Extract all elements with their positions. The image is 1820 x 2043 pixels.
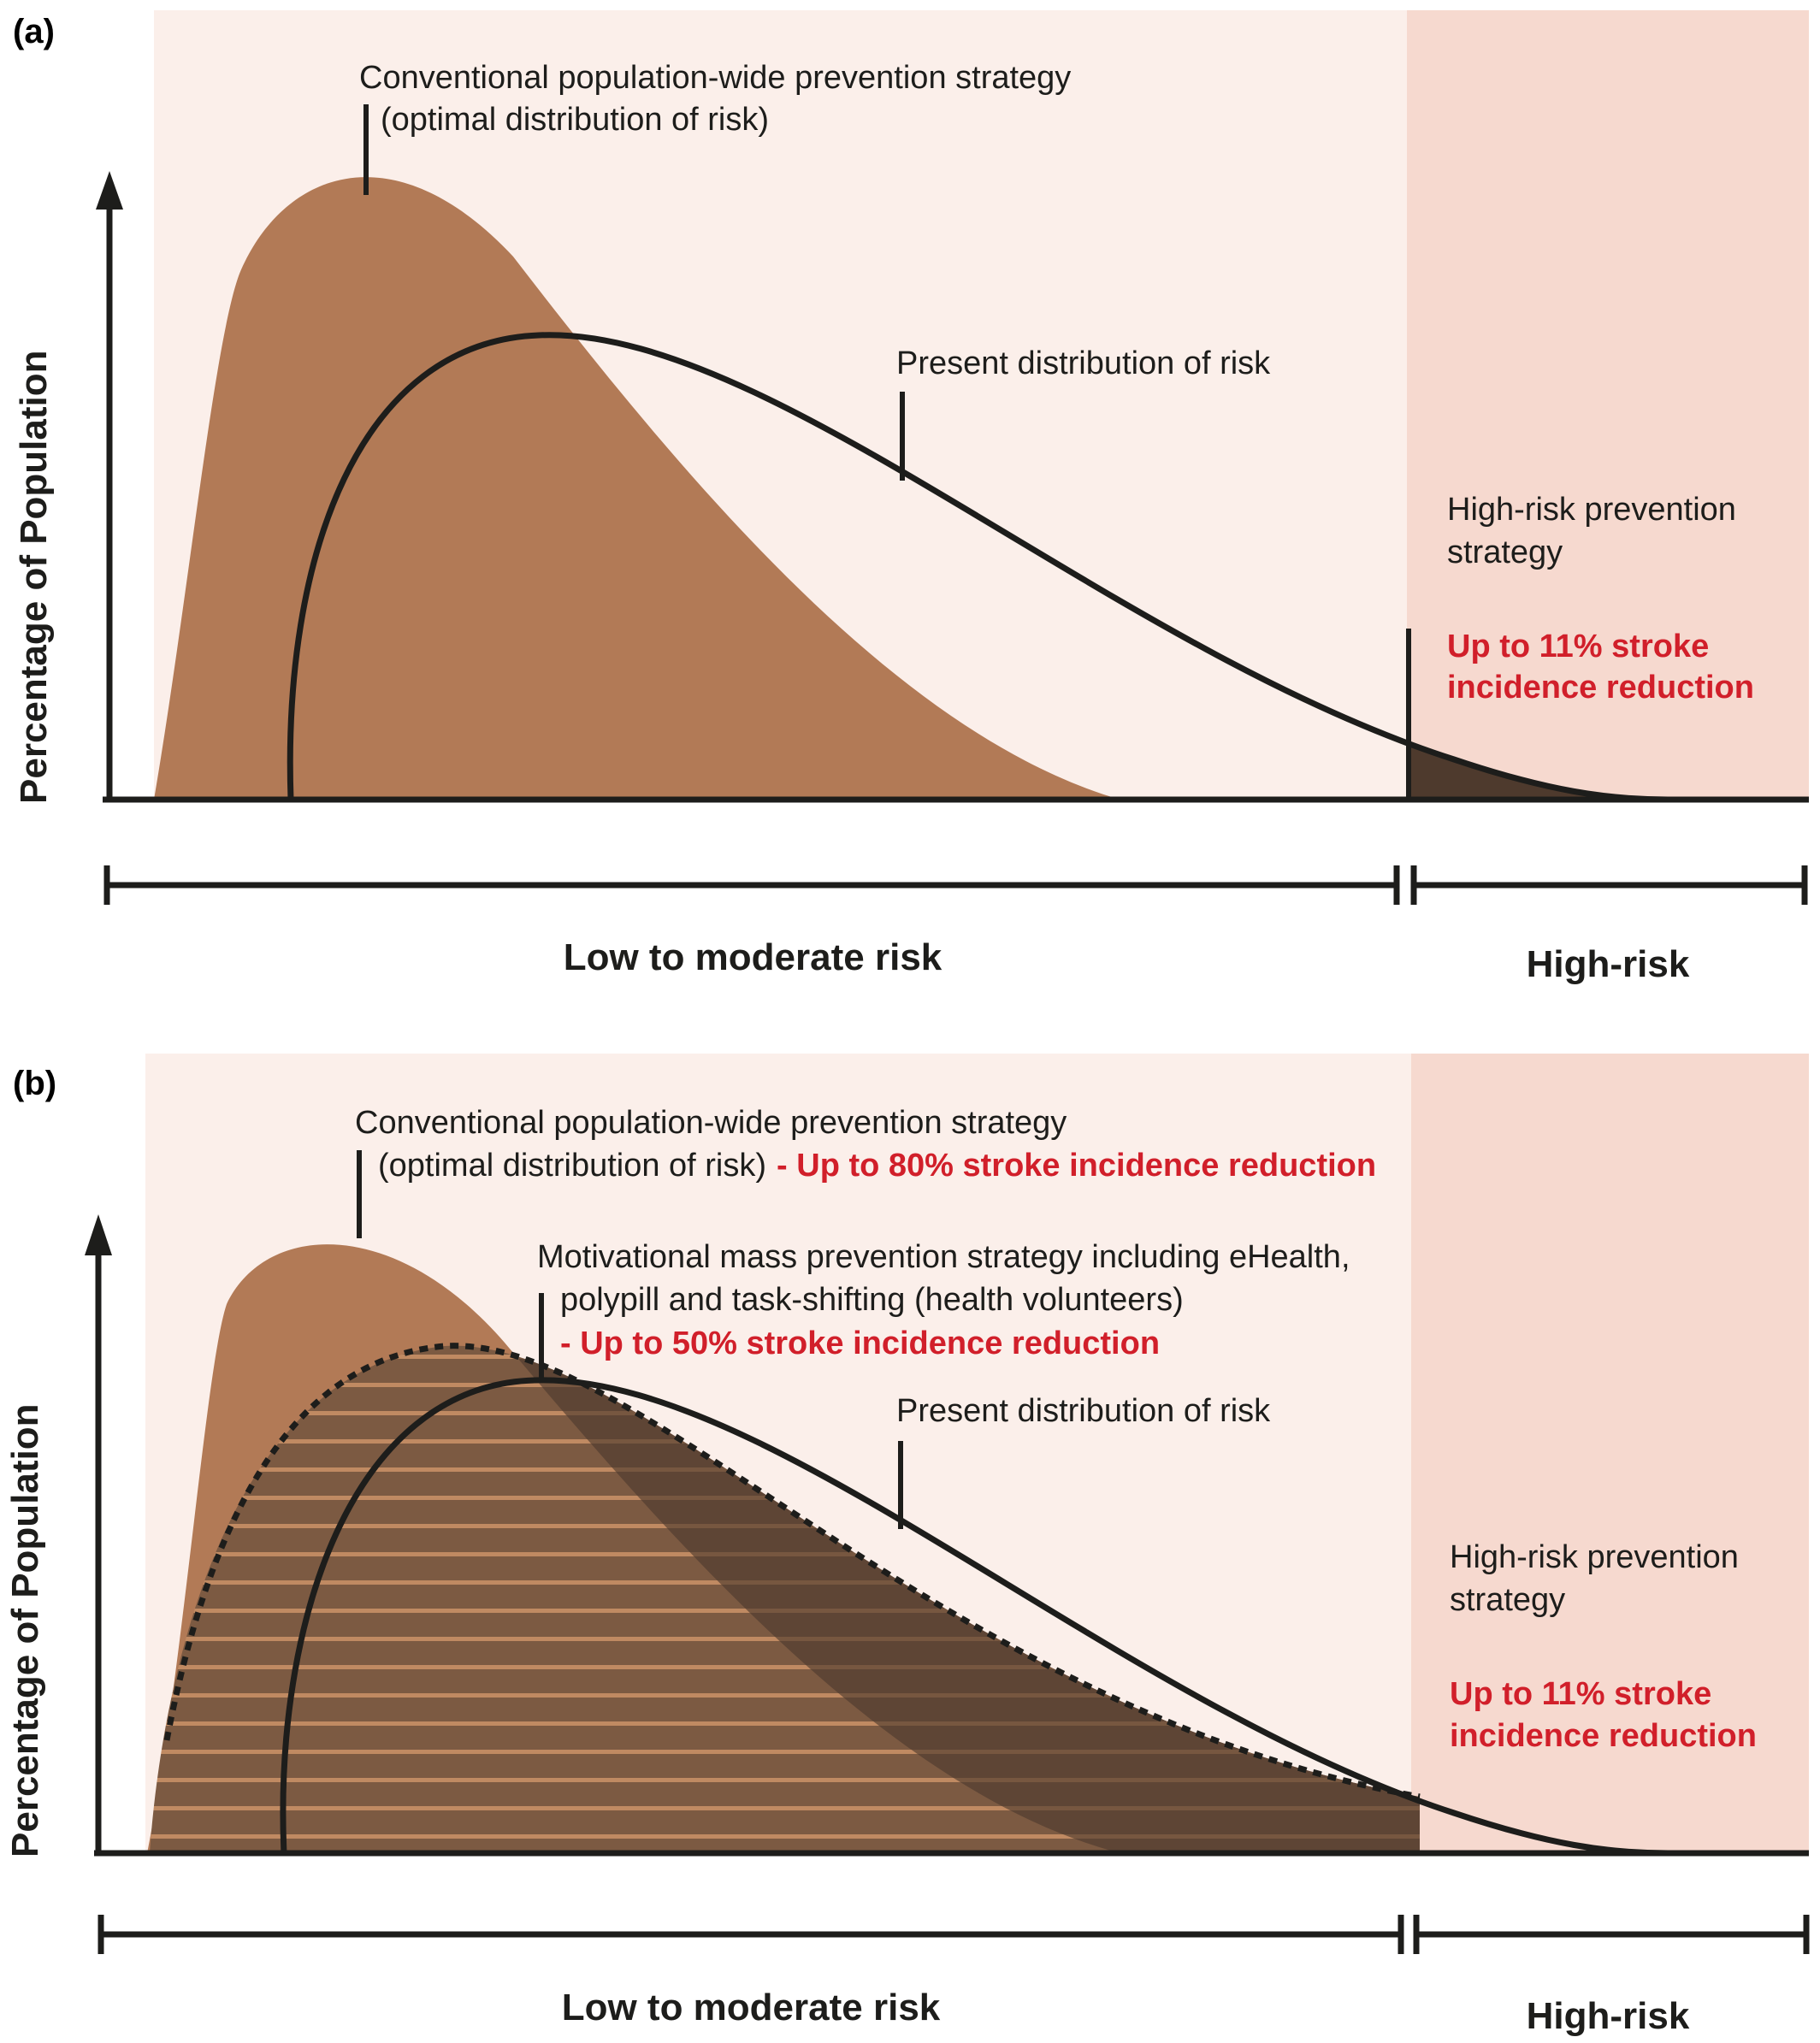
optimal-distribution-area-a [154,177,1120,800]
panel-b: (b) Percentage of Population Conventiona… [4,1054,1810,2037]
motivational-label-line1-b: Motivational mass prevention strategy in… [537,1239,1350,1275]
present-label-b: Present distribution of risk [896,1393,1271,1429]
low-risk-label-b: Low to moderate risk [562,1987,941,2028]
y-axis-arrowhead-a [96,171,123,210]
y-axis-arrowhead-b [85,1214,112,1255]
high-risk-strategy-line1-b: High-risk prevention [1450,1539,1739,1575]
conventional-label-line2-b: (optimal distribution of risk) [378,1148,766,1184]
conventional-label-line2-b-wrap: (optimal distribution of risk) - Up to 80… [378,1148,1376,1184]
high-risk-label-a: High-risk [1527,943,1690,985]
high-risk-reduction-line2-a: incidence reduction [1447,670,1754,706]
conventional-label-line2-a: (optimal distribution of risk) [381,102,769,138]
panel-a: (a) Percentage of Population Conventiona… [13,10,1809,985]
motivational-reduction-b: - Up to 50% stroke incidence reduction [560,1326,1160,1361]
high-risk-tail-area-a [1407,744,1642,800]
risk-range-bar-b [98,1915,1810,1954]
high-risk-region-b [1411,1054,1809,1853]
present-distribution-curve-b [280,1377,1669,1857]
high-risk-strategy-line1-a: High-risk prevention [1447,492,1736,528]
high-risk-region-a [1407,10,1809,800]
high-risk-reduction-line1-a: Up to 11% stroke [1447,629,1709,664]
panel-label-b: (b) [13,1065,56,1102]
panel-label-a: (a) [13,13,55,50]
high-risk-strategy-line2-b: strategy [1450,1582,1565,1618]
y-axis-label-b: Percentage of Population [4,1403,46,1857]
risk-range-bar-a [103,865,1808,905]
high-risk-strategy-line2-a: strategy [1447,534,1563,570]
present-distribution-curve-a [287,332,1669,803]
high-risk-reduction-line2-b: incidence reduction [1450,1718,1757,1754]
low-risk-label-a: Low to moderate risk [564,936,942,978]
y-axis-label-a: Percentage of Population [13,350,55,804]
present-label-a: Present distribution of risk [896,345,1271,381]
conventional-reduction-b: - Up to 80% stroke incidence reduction [777,1148,1376,1184]
conventional-label-line1-a: Conventional population-wide prevention … [359,60,1071,96]
conventional-label-line1-b: Conventional population-wide prevention … [355,1105,1067,1141]
high-risk-reduction-line1-b: Up to 11% stroke [1450,1676,1711,1712]
motivational-label-line2-b: polypill and task-shifting (health volun… [560,1282,1184,1318]
high-risk-label-b: High-risk [1527,1995,1690,2037]
